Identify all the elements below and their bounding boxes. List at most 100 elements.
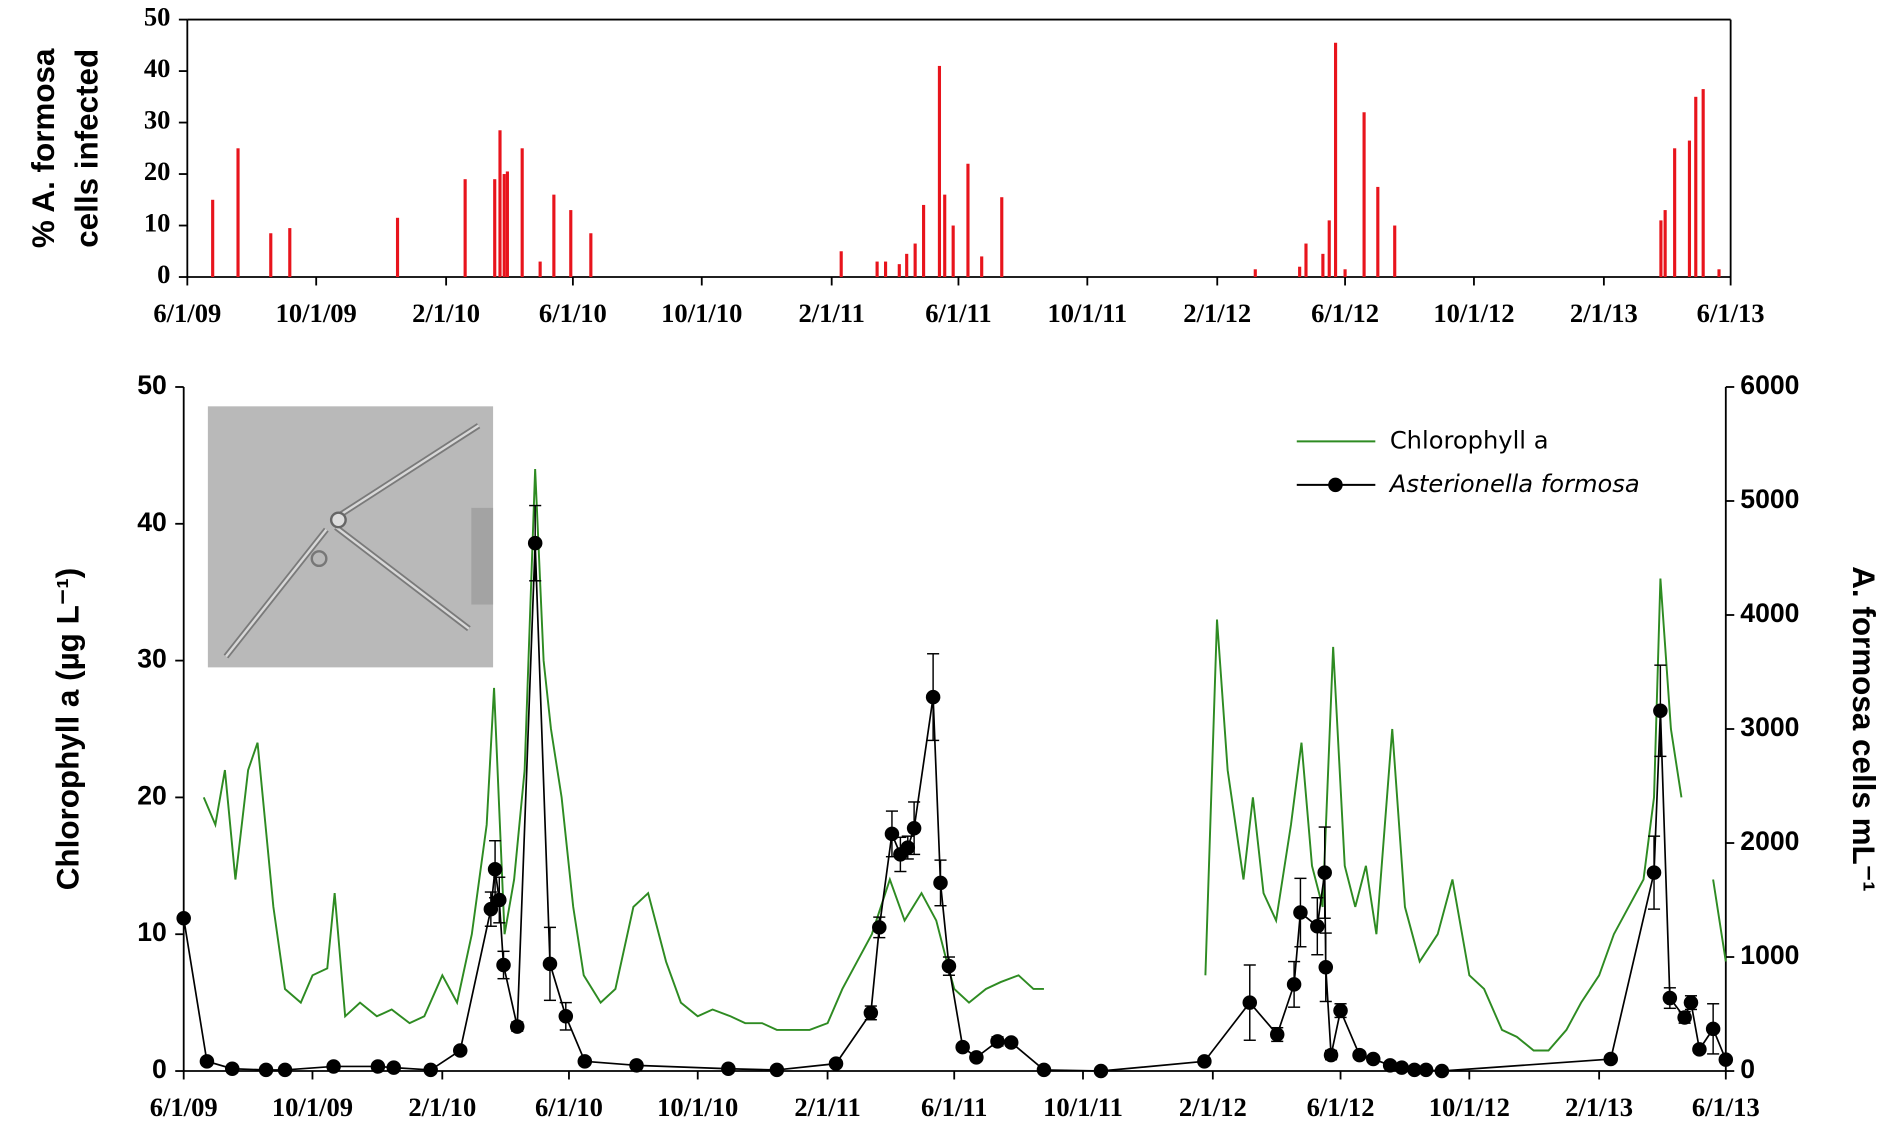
data-point (925, 689, 941, 705)
y-tick-label: 10 (137, 917, 167, 947)
data-point (370, 1059, 386, 1074)
y2-tick-label: 1000 (1740, 940, 1799, 970)
data-point (884, 826, 900, 842)
x-tick-label: 10/1/12 (1429, 1092, 1510, 1122)
y2-tick-label: 0 (1740, 1054, 1755, 1084)
y2-tick-label: 3000 (1740, 712, 1799, 742)
x-tick-label: 2/1/10 (412, 298, 480, 328)
bar (905, 253, 909, 278)
x-tick-label: 6/1/12 (1311, 298, 1379, 328)
data-point (558, 1009, 574, 1024)
y2-tick-label: 2000 (1740, 826, 1799, 856)
bar (1717, 269, 1721, 278)
bar (922, 204, 926, 278)
bar (937, 65, 942, 278)
data-point (542, 956, 558, 972)
bar (1333, 42, 1338, 278)
bar (269, 233, 273, 278)
x-tick-label: 2/1/10 (408, 1092, 476, 1122)
y2-axis-label: A. formosa cells mL⁻¹ (1846, 566, 1881, 892)
data-point (176, 911, 191, 926)
y2-tick-label: 6000 (1740, 370, 1799, 400)
data-point (1418, 1062, 1434, 1078)
bar (1253, 269, 1257, 278)
bar (236, 148, 240, 278)
bar (1701, 89, 1705, 278)
y-tick-label: 40 (137, 507, 167, 537)
bar (1298, 266, 1302, 278)
bar (569, 210, 573, 278)
bar (1321, 253, 1325, 278)
x-tick-label: 2/1/11 (798, 298, 864, 328)
data-point (496, 957, 511, 973)
data-point (721, 1061, 736, 1076)
bar (980, 256, 984, 278)
y2-tick-label: 5000 (1740, 484, 1799, 514)
bar (966, 163, 970, 278)
data-point (199, 1054, 215, 1069)
data-point (1093, 1063, 1109, 1079)
data-point (1407, 1062, 1422, 1078)
bar (1000, 197, 1004, 278)
y-tick-label: 20 (144, 156, 171, 186)
data-point (527, 535, 543, 551)
data-point (225, 1061, 240, 1076)
data-point (487, 861, 503, 877)
legend-marker (1328, 477, 1343, 493)
data-point (483, 901, 499, 917)
bar (538, 261, 542, 278)
y-tick-label: 0 (152, 1054, 167, 1084)
x-tick-label: 6/1/13 (1697, 298, 1765, 328)
bar (493, 179, 497, 278)
data-point (900, 840, 916, 855)
bar (463, 179, 467, 278)
y-axis-label: % A. formosa (26, 48, 61, 248)
data-point (1242, 995, 1258, 1010)
data-point (258, 1062, 274, 1078)
data-point (1003, 1035, 1019, 1050)
data-point (906, 820, 922, 836)
x-tick-label: 6/1/10 (535, 1092, 603, 1122)
data-point (1394, 1060, 1410, 1075)
data-point (769, 1062, 785, 1078)
bar (1659, 220, 1663, 278)
data-point (1692, 1042, 1707, 1057)
x-tick-label: 10/1/12 (1433, 298, 1514, 328)
x-tick-label: 6/1/11 (925, 298, 991, 328)
data-point (1603, 1051, 1619, 1067)
data-point (277, 1062, 293, 1078)
data-point (509, 1019, 525, 1034)
data-point (1286, 977, 1302, 992)
inset-photo (207, 406, 494, 668)
x-tick-label: 10/1/10 (657, 1092, 738, 1122)
y-tick-label: 30 (144, 105, 171, 135)
x-tick-label: 2/1/13 (1570, 298, 1638, 328)
x-tick-label: 2/1/12 (1179, 1092, 1247, 1122)
data-point (326, 1059, 341, 1074)
bar (1663, 210, 1667, 278)
legend-label: Asterionella formosa (1388, 470, 1640, 498)
data-point (1366, 1051, 1381, 1067)
x-tick-label: 6/1/10 (539, 298, 607, 328)
bar (1327, 220, 1331, 278)
data-point (492, 892, 507, 908)
data-point (933, 875, 948, 891)
data-point (1653, 703, 1668, 719)
y2-tick-label: 4000 (1740, 598, 1799, 628)
bar (913, 243, 917, 278)
data-point (1310, 918, 1325, 934)
data-point (629, 1058, 644, 1073)
y-tick-label: 40 (144, 53, 171, 83)
x-tick-label: 6/1/09 (150, 1092, 218, 1122)
bar (552, 194, 556, 278)
data-point (1646, 865, 1662, 880)
data-point (452, 1043, 468, 1058)
data-point (828, 1056, 844, 1071)
data-point (1677, 1010, 1692, 1025)
bar (502, 174, 506, 278)
y-tick-label: 20 (137, 780, 167, 810)
bar (839, 251, 843, 278)
data-point (1323, 1047, 1339, 1063)
